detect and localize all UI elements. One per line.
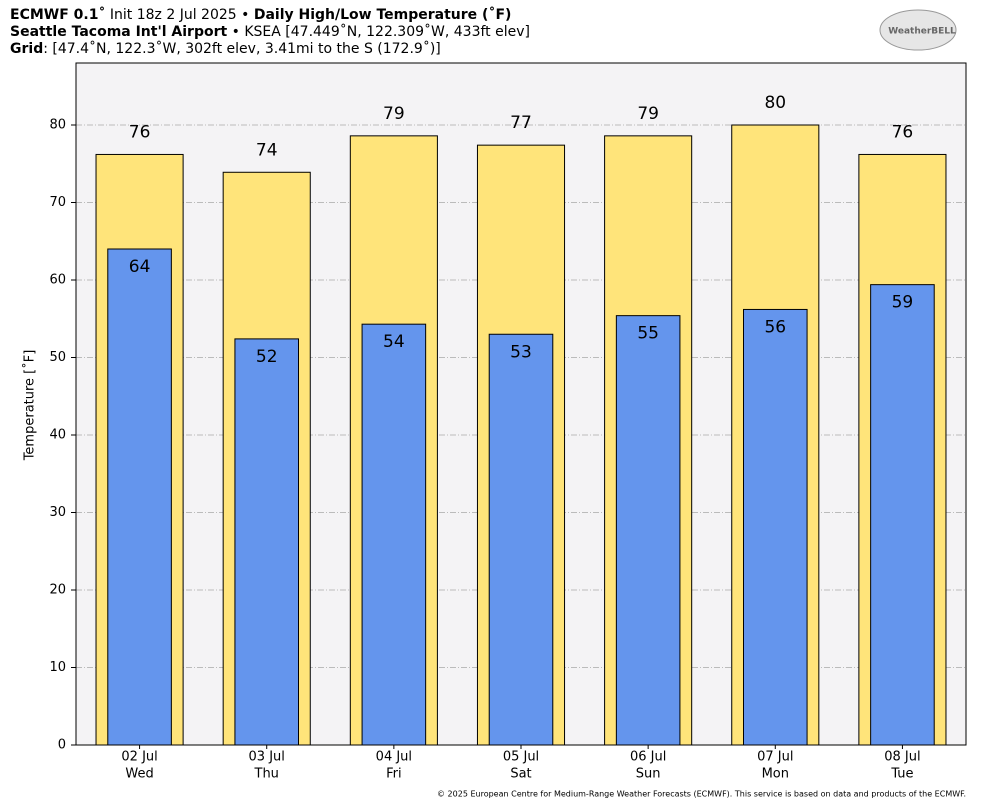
header-segment: • KSEA [47.449˚N, 122.309˚W, 433ft elev] xyxy=(227,23,530,40)
y-tick-label: 30 xyxy=(49,505,66,520)
y-tick-label: 80 xyxy=(49,118,66,133)
value-label: 64 xyxy=(129,257,151,277)
footer: © 2025 European Centre for Medium-Range … xyxy=(437,790,966,799)
x-tick-label: 06 Jul xyxy=(630,750,666,765)
y-axis-label: Temperature [˚F] xyxy=(22,350,38,462)
x-tick-weekday: Sun xyxy=(636,767,661,782)
header-segment: Init 18z 2 Jul 2025 • xyxy=(105,7,253,23)
x-tick-label: 05 Jul xyxy=(503,750,539,765)
value-label: 59 xyxy=(892,293,914,313)
header-line: Seattle Tacoma Int'l Airport • KSEA [47.… xyxy=(10,23,530,40)
bar xyxy=(234,338,300,746)
logo-text: WeatherBELL xyxy=(888,27,956,37)
x-tick-weekday: Thu xyxy=(254,767,279,782)
x-tick-label: 03 Jul xyxy=(249,750,285,765)
plot-frame xyxy=(75,62,967,746)
value-label: 52 xyxy=(256,347,278,367)
value-label: 77 xyxy=(510,113,532,133)
x-tick-label: 08 Jul xyxy=(884,750,920,765)
y-tick-label: 10 xyxy=(49,660,66,675)
x-tick-label: 07 Jul xyxy=(757,750,793,765)
bar xyxy=(870,284,935,746)
y-tick-label: 40 xyxy=(49,428,66,443)
value-label: 56 xyxy=(764,317,786,337)
x-tick-label: 04 Jul xyxy=(376,750,412,765)
value-label: 76 xyxy=(129,122,151,142)
bar xyxy=(361,323,427,746)
x-tick-weekday: Wed xyxy=(125,767,153,782)
y-tick-label: 0 xyxy=(58,738,66,753)
value-label: 53 xyxy=(510,342,532,362)
x-tick-weekday: Fri xyxy=(386,767,402,782)
header-segment: : [47.4˚N, 122.3˚W, 302ft elev, 3.41mi t… xyxy=(43,40,441,57)
logo-mark xyxy=(879,9,957,51)
header-line: ECMWF 0.1˚ Init 18z 2 Jul 2025 • Daily H… xyxy=(10,6,511,23)
x-tick-label: 02 Jul xyxy=(121,750,157,765)
value-label: 76 xyxy=(892,122,914,142)
value-label: 74 xyxy=(256,140,278,160)
bar xyxy=(107,248,172,746)
header-segment: ECMWF 0.1˚ xyxy=(10,6,105,23)
x-tick-weekday: Tue xyxy=(890,767,913,782)
value-label: 79 xyxy=(383,104,405,124)
bar xyxy=(743,308,808,746)
value-label: 79 xyxy=(637,104,659,124)
x-tick-weekday: Mon xyxy=(762,767,789,782)
y-tick-label: 20 xyxy=(49,583,66,598)
y-tick-label: 60 xyxy=(49,273,66,288)
header-line: Grid: [47.4˚N, 122.3˚W, 302ft elev, 3.41… xyxy=(10,40,441,57)
value-label: 54 xyxy=(383,332,405,352)
bar xyxy=(615,315,681,746)
y-tick-label: 70 xyxy=(49,195,66,210)
logo: WeatherBELL xyxy=(879,9,957,51)
bar xyxy=(488,333,554,746)
y-tick-label: 50 xyxy=(49,350,66,365)
header-segment: Grid xyxy=(10,41,43,57)
value-label: 80 xyxy=(764,93,786,113)
value-label: 55 xyxy=(637,324,659,344)
header-segment: Daily High/Low Temperature (˚F) xyxy=(254,6,512,23)
header-segment: Seattle Tacoma Int'l Airport xyxy=(10,24,228,40)
x-tick-weekday: Sat xyxy=(510,767,531,782)
